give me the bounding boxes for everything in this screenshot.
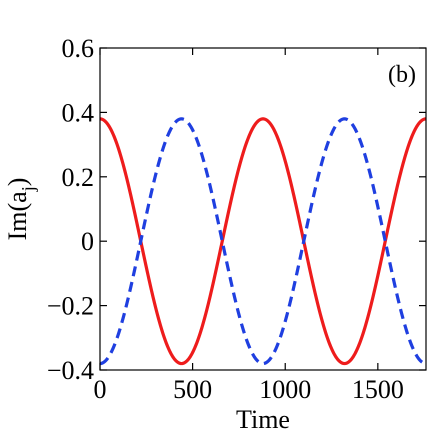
y-axis-label-main: Im(a (3, 191, 32, 241)
ticks-layer: 0 500 1000 1500 −0.4 −0.2 0 0.2 0.4 0.6 (47, 34, 426, 404)
y-tick-label: −0.2 (47, 292, 94, 321)
series-solid-line (99, 117, 427, 366)
series-dashed-line (99, 117, 427, 366)
y-axis-label-close: ) (3, 178, 32, 187)
series-layer (99, 117, 427, 366)
x-tick-label: 500 (173, 375, 212, 404)
y-tick-label: 0 (81, 227, 94, 256)
x-axis-label: Time (236, 405, 290, 434)
x-tick-label: 1500 (352, 375, 404, 404)
y-tick-label: −0.4 (47, 356, 94, 385)
y-tick-label: 0.2 (62, 163, 95, 192)
y-axis-label: Im(aj) (3, 178, 38, 241)
x-tick-label: 0 (94, 375, 107, 404)
plot-frame (99, 47, 427, 371)
y-tick-label: 0.4 (62, 98, 95, 127)
panel-label: (b) (388, 62, 416, 88)
y-tick-label: 0.6 (62, 34, 95, 63)
x-tick-label: 1000 (259, 375, 311, 404)
y-axis-label-subscript: j (18, 186, 38, 192)
